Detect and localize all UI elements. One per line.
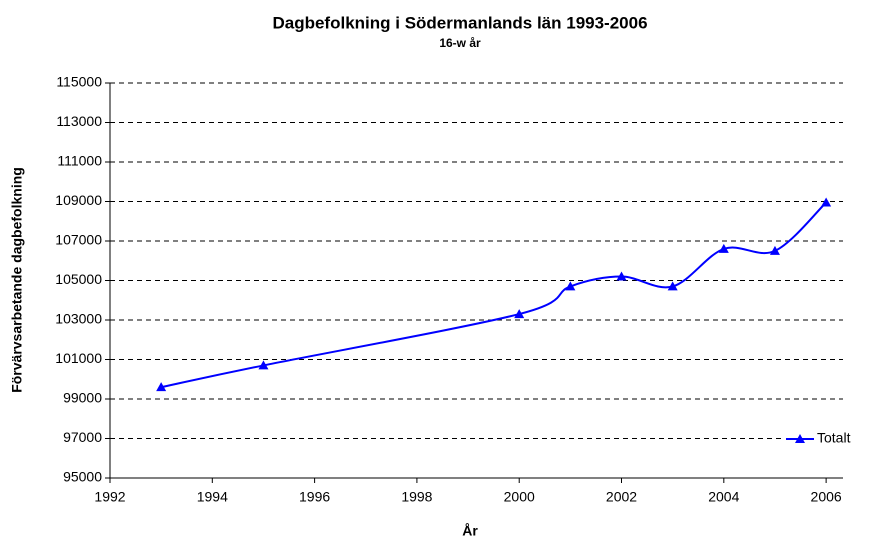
y-tick-label: 111000 [57,153,102,169]
marker [258,360,269,370]
legend-box [782,430,868,448]
chart-subtitle: 16-w år [439,36,481,50]
y-tick-label: 99000 [63,390,102,406]
y-tick-label: 107000 [55,232,102,248]
y-tick-label: 113000 [56,113,102,129]
x-tick-label: 2004 [708,489,739,505]
x-tick-label: 1998 [401,489,432,505]
marker [667,281,678,291]
y-tick-label: 103000 [55,311,102,327]
x-tick-label: 2000 [504,489,535,505]
marker [769,245,780,255]
legend-marker [795,434,805,443]
x-tick-label: 2006 [811,489,842,505]
series-line [160,201,827,389]
y-tick-label: 101000 [55,350,102,366]
y-tick-label: 97000 [63,429,102,445]
x-tick-label: 1992 [94,489,125,505]
x-axis-label: År [462,523,478,539]
x-tick-label: 2002 [606,489,637,505]
y-tick-label: 105000 [55,271,102,287]
marker [156,382,167,392]
marker [821,197,832,207]
marker [514,309,525,319]
y-tick-label: 115000 [56,74,102,90]
y-axis-label: Förvärvsarbetande dagbefolkning [9,167,25,393]
marker [565,281,576,291]
marker [616,271,627,281]
x-tick-label: 1996 [299,489,330,505]
y-tick-label: 95000 [63,469,102,485]
y-tick-label: 109000 [55,192,102,208]
chart-title: Dagbefolkning i Södermanlands län 1993-2… [272,13,647,32]
x-tick-label: 1994 [197,489,228,505]
legend-label: Totalt [817,430,851,446]
marker [718,243,729,253]
